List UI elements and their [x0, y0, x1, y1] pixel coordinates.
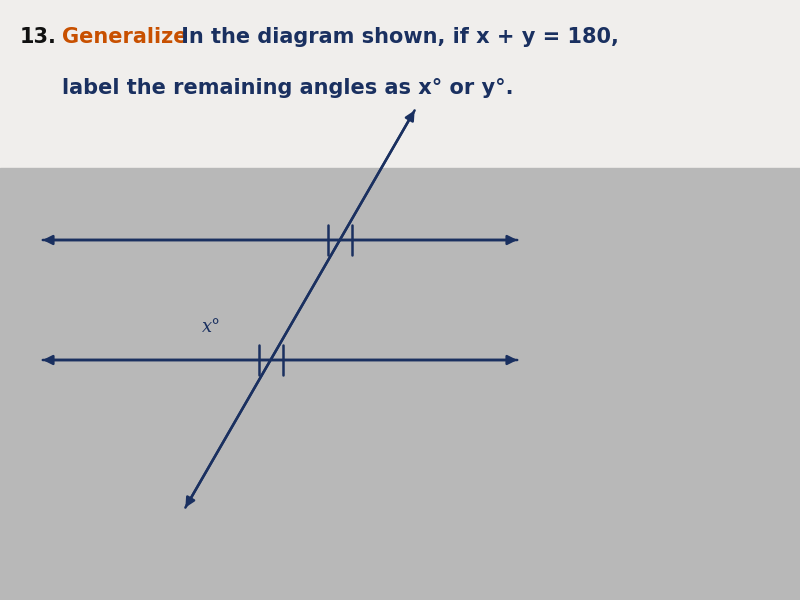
- Bar: [0, 168, 800, 600]
- Text: In the diagram shown, if x + y = 180,: In the diagram shown, if x + y = 180,: [174, 27, 619, 47]
- Text: label the remaining angles as x° or y°.: label the remaining angles as x° or y°.: [62, 78, 514, 98]
- Text: Generalize: Generalize: [62, 27, 188, 47]
- Text: x°: x°: [202, 318, 222, 336]
- Bar: [0, 0, 800, 168]
- Text: 13.: 13.: [20, 27, 57, 47]
